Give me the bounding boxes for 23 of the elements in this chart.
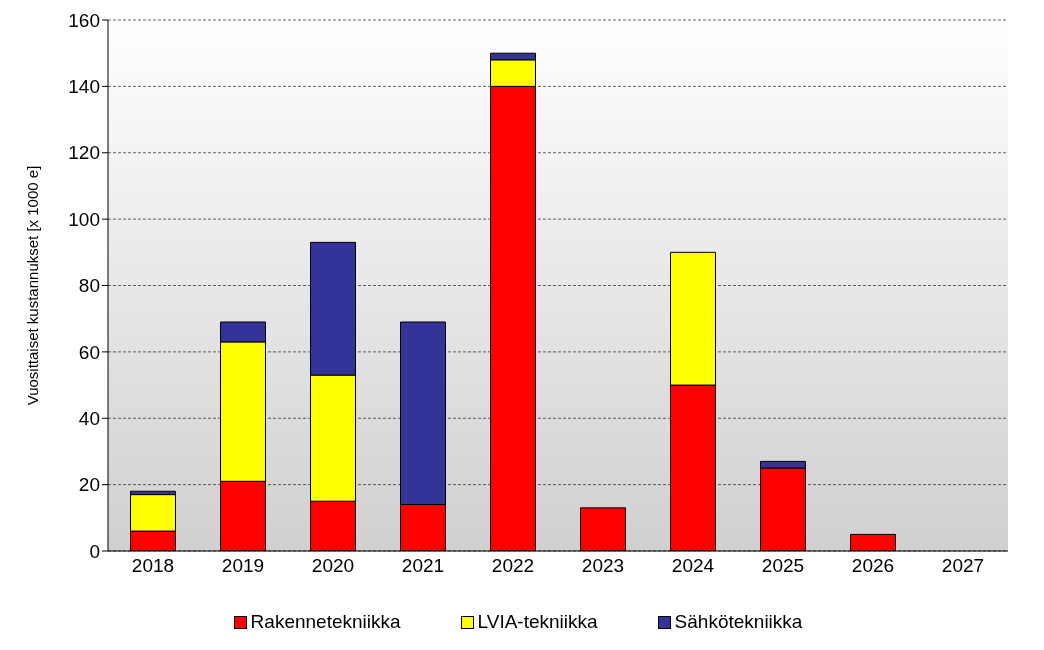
- x-tick-label: 2026: [851, 555, 895, 577]
- y-tick-label: 40: [78, 407, 100, 429]
- x-tick-label: 2023: [581, 555, 625, 577]
- y-tick-label: 100: [68, 208, 100, 230]
- legend-label: LVIA-tekniikka: [477, 611, 598, 633]
- x-tick-label: 2021: [401, 555, 445, 577]
- y-axis-title: Vuosittaiset kustannukset [x 1000 e]: [24, 165, 42, 406]
- x-tick-label: 2025: [761, 555, 805, 577]
- y-tick-label: 160: [68, 9, 100, 31]
- x-tick-label: 2022: [491, 555, 535, 577]
- x-tick-label: 2019: [221, 555, 265, 577]
- x-tick-label: 2020: [311, 555, 355, 577]
- y-tick-label: 20: [78, 474, 100, 496]
- x-tick-label: 2027: [941, 555, 985, 577]
- y-tick-label: 80: [78, 275, 100, 297]
- legend-label: Sähkötekniikka: [674, 611, 803, 633]
- y-tick-label: 0: [89, 540, 100, 562]
- y-tick-label: 60: [78, 341, 100, 363]
- x-tick-label: 2024: [671, 555, 715, 577]
- x-tick-label: 2018: [131, 555, 175, 577]
- y-tick-label: 140: [68, 76, 100, 98]
- y-tick-label: 120: [68, 142, 100, 164]
- legend-label: Rakennetekniikka: [250, 611, 401, 633]
